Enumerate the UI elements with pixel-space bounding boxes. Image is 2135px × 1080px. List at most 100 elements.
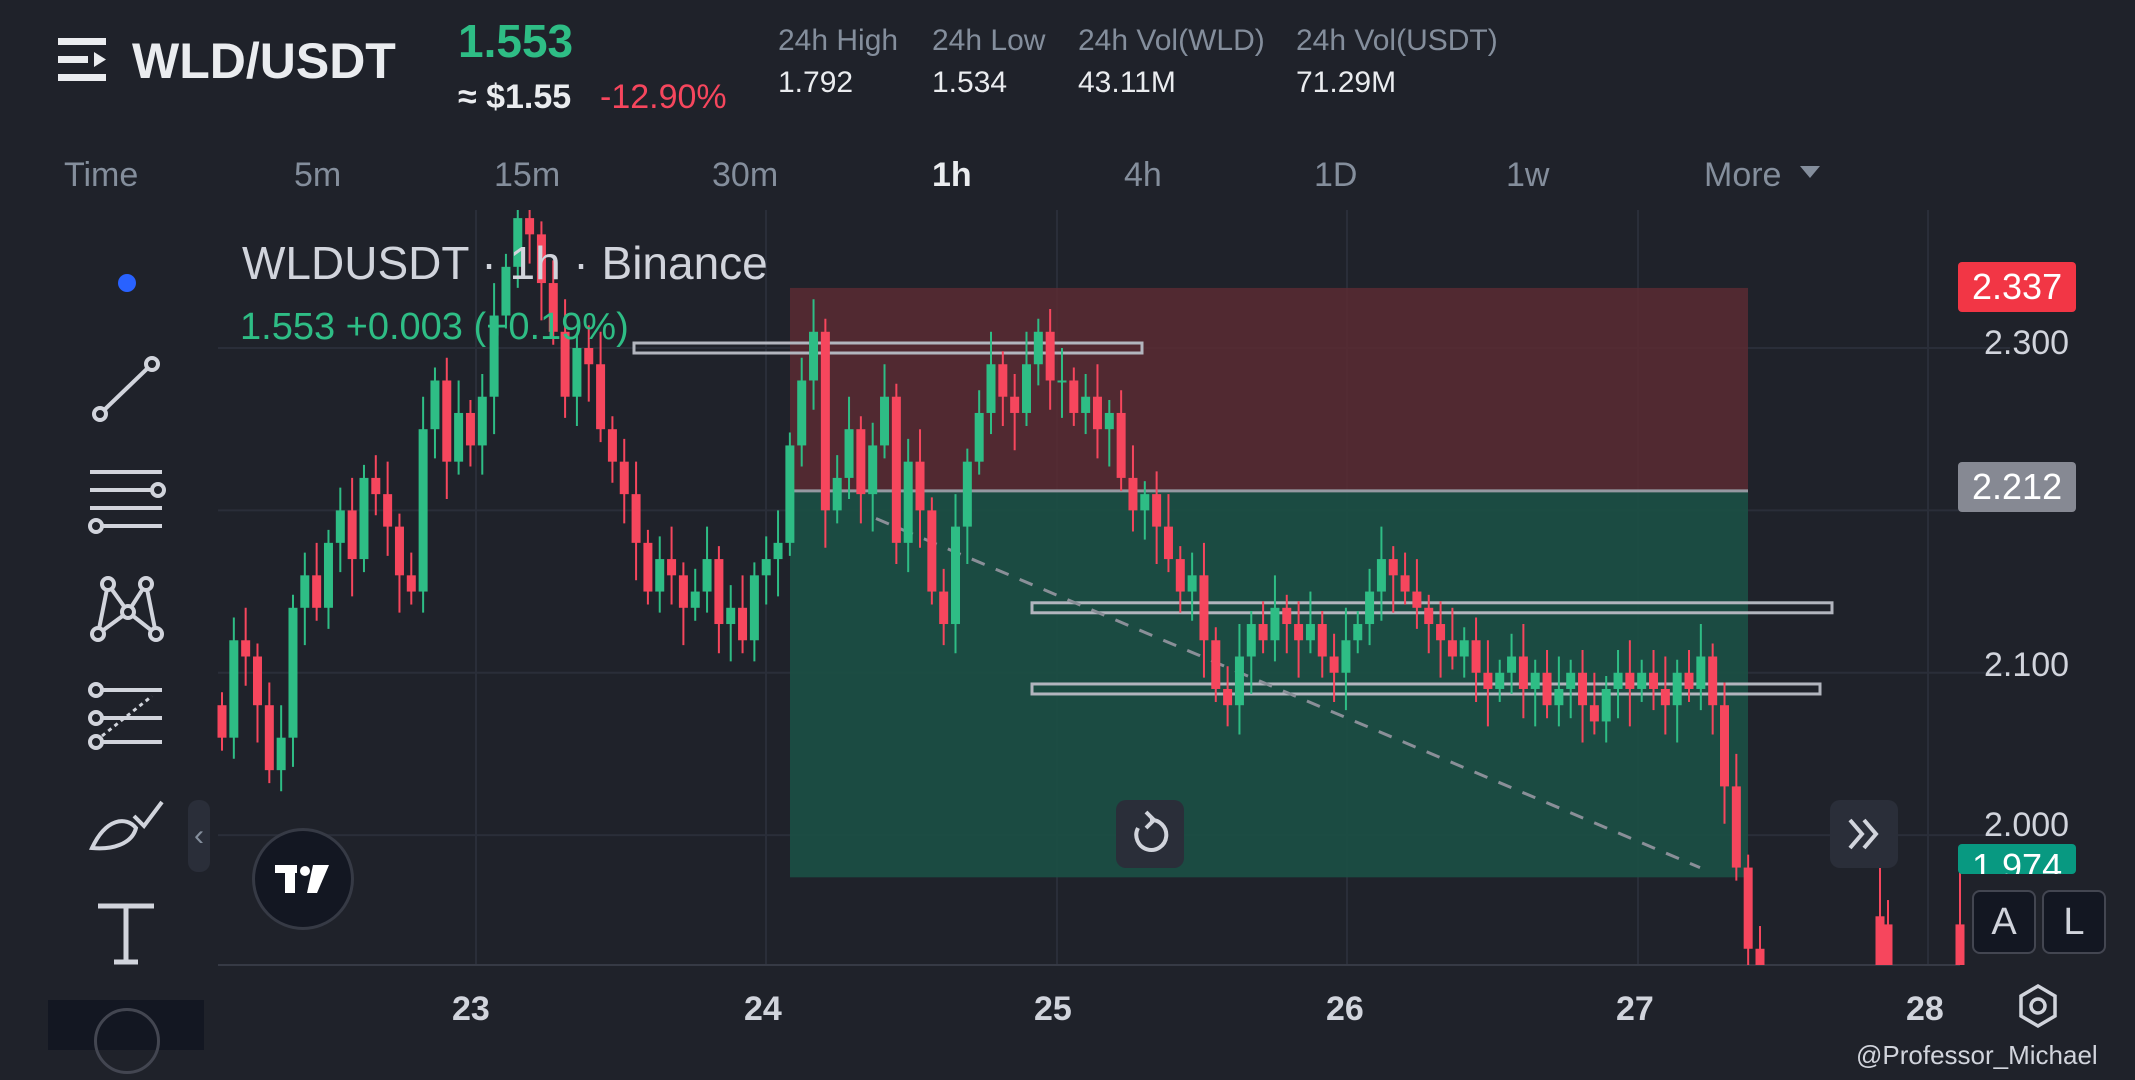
candle (1305, 591, 1315, 654)
candle (915, 429, 925, 548)
candle (1069, 367, 1079, 426)
candle (572, 335, 582, 426)
candle (1955, 859, 1965, 965)
axis-price-label: 2.300 (1984, 324, 2070, 362)
candle (1175, 546, 1185, 613)
log-scale-button[interactable]: L (2042, 890, 2106, 954)
text-tool-icon[interactable] (86, 896, 166, 976)
candle (714, 546, 724, 654)
auto-scale-button[interactable]: A (1972, 890, 2036, 954)
candle (584, 325, 594, 402)
candle (1495, 659, 1505, 702)
settings-icon[interactable] (2014, 982, 2062, 1030)
candle (1637, 659, 1647, 702)
stat-high-label: 24h High (778, 24, 899, 57)
horizontal-lines-tool-icon[interactable] (86, 462, 166, 542)
tab-1w[interactable]: 1w (1506, 156, 1550, 194)
last-price: 1.553 (458, 15, 574, 67)
candle (785, 432, 795, 556)
candle (1199, 542, 1209, 678)
candle (903, 438, 913, 573)
candle (1684, 650, 1694, 702)
candle (856, 416, 866, 524)
candle (726, 585, 736, 662)
tab-more[interactable]: More (1704, 156, 1782, 194)
scroll-to-realtime-button[interactable] (1830, 800, 1898, 868)
candle (430, 367, 440, 459)
fib-tool-icon[interactable] (86, 680, 166, 760)
change-percent: -12.90% (600, 78, 727, 116)
candle (1140, 481, 1150, 540)
candle (323, 529, 333, 629)
more-tools-button[interactable] (48, 1000, 204, 1074)
pattern-tool-icon[interactable] (86, 570, 166, 650)
stat-high-value: 1.792 (778, 66, 854, 99)
collapse-toolbar-button[interactable]: ‹ (188, 800, 210, 872)
candle (1459, 627, 1469, 678)
candle (1329, 633, 1339, 702)
stat-vol-wld-value: 43.11M (1078, 66, 1176, 99)
candle (678, 562, 688, 646)
candle (1672, 659, 1682, 743)
candle (536, 221, 546, 321)
chart-legend-values: 1.553 +0.003 (+0.19%) (240, 306, 629, 348)
stat-vol-wld-label: 24h Vol(WLD) (1078, 24, 1265, 57)
candle (998, 351, 1008, 426)
candle (761, 536, 771, 605)
pair-title[interactable]: WLD/USDT (132, 33, 396, 89)
candle (548, 260, 558, 345)
menu-icon[interactable] (58, 36, 110, 84)
candle (241, 607, 251, 686)
candle (217, 692, 227, 751)
candle (347, 477, 357, 597)
candle (1613, 650, 1623, 719)
candle (773, 510, 783, 597)
reset-chart-button[interactable] (1116, 800, 1184, 868)
candle (1542, 650, 1552, 719)
candle (1341, 607, 1351, 711)
tab-4h[interactable]: 4h (1124, 156, 1162, 194)
candle (1530, 659, 1540, 727)
candle (1589, 672, 1599, 735)
support-level (1030, 682, 1822, 696)
candle (1436, 601, 1446, 678)
candle (1471, 617, 1481, 702)
cursor-dot-icon[interactable] (118, 274, 136, 292)
candle (1057, 348, 1067, 418)
candle (394, 513, 404, 613)
chart-legend-title: WLDUSDT · 1h · Binance (242, 237, 768, 289)
tab-time[interactable]: Time (64, 156, 139, 194)
tab-5m[interactable]: 5m (294, 156, 342, 194)
candle (820, 318, 830, 548)
tab-15m[interactable]: 15m (494, 156, 561, 194)
candle (383, 461, 393, 556)
candle (1152, 471, 1162, 564)
candle (1649, 650, 1659, 711)
candle (465, 399, 475, 467)
axis-date-label: 26 (1326, 990, 1364, 1028)
stop-price-tag: 2.337 (1958, 262, 2077, 312)
stop-loss-zone[interactable] (790, 287, 1748, 491)
candle (702, 526, 712, 613)
candle (252, 643, 262, 743)
trend-line-tool-icon[interactable] (86, 352, 166, 432)
brush-tool-icon[interactable] (86, 788, 166, 868)
refresh-icon (1134, 810, 1169, 852)
axis-price-label: 2.100 (1984, 646, 2070, 684)
axis-price-label: 2.000 (1984, 806, 2070, 844)
candle (1282, 594, 1292, 654)
candle (1696, 624, 1706, 711)
tab-30m[interactable]: 30m (712, 156, 779, 194)
trend-line[interactable] (875, 517, 1701, 869)
tab-1d[interactable]: 1D (1314, 156, 1358, 194)
tab-1h[interactable]: 1h (932, 156, 972, 194)
candle (1483, 640, 1493, 727)
candle (1365, 568, 1375, 646)
axis-date-label: 25 (1034, 990, 1072, 1028)
target-price-tag: 1.974 (1958, 844, 2077, 874)
stat-low-label: 24h Low (932, 24, 1046, 57)
candle (1116, 390, 1126, 491)
candle (335, 487, 345, 573)
candle (927, 497, 937, 605)
